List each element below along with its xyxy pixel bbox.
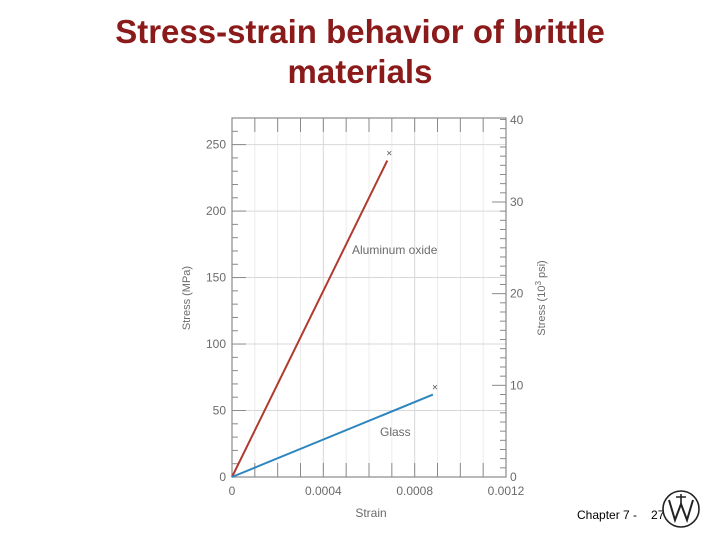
- y-tick-label: 150: [206, 271, 226, 285]
- y2-tick-label: 0: [510, 470, 517, 484]
- title-line-2: materials: [287, 53, 433, 90]
- y-axis-label: Stress (MPa): [181, 266, 193, 330]
- fracture-marker: ×: [386, 149, 392, 160]
- series-line-aluminum-oxide: [231, 160, 389, 478]
- x-axis-label: Strain: [355, 506, 386, 520]
- fracture-marker: ×: [432, 383, 438, 394]
- series-label: Glass: [380, 425, 411, 439]
- x-tick-label: 0.0012: [488, 484, 525, 498]
- title-line-1: Stress-strain behavior of brittle: [115, 13, 605, 50]
- y-tick-label: 200: [206, 204, 226, 218]
- y2-axis-label: Stress (103 psi): [534, 260, 548, 335]
- chapter-label: Chapter 7 -: [577, 508, 638, 522]
- y2-tick-label: 40: [510, 113, 524, 127]
- y-tick-label: 0: [219, 470, 226, 484]
- y2-tick-label: 10: [510, 378, 524, 392]
- page-number: 27: [651, 508, 665, 522]
- x-tick-label: 0.0008: [396, 484, 433, 498]
- y-tick-label: 100: [206, 337, 226, 351]
- y-tick-label: 250: [206, 138, 226, 152]
- footer: Chapter 7 - 27: [577, 508, 664, 522]
- series-line-glass: [231, 393, 434, 478]
- x-tick-label: 0: [229, 484, 236, 498]
- series-label: Aluminum oxide: [352, 243, 438, 257]
- y-tick-label: 50: [213, 404, 227, 418]
- y2-tick-label: 20: [510, 287, 524, 301]
- university-logo-icon: [662, 490, 700, 528]
- y2-tick-label: 30: [510, 195, 524, 209]
- x-tick-label: 0.0004: [305, 484, 342, 498]
- slide-title: Stress-strain behavior of brittle materi…: [0, 12, 720, 92]
